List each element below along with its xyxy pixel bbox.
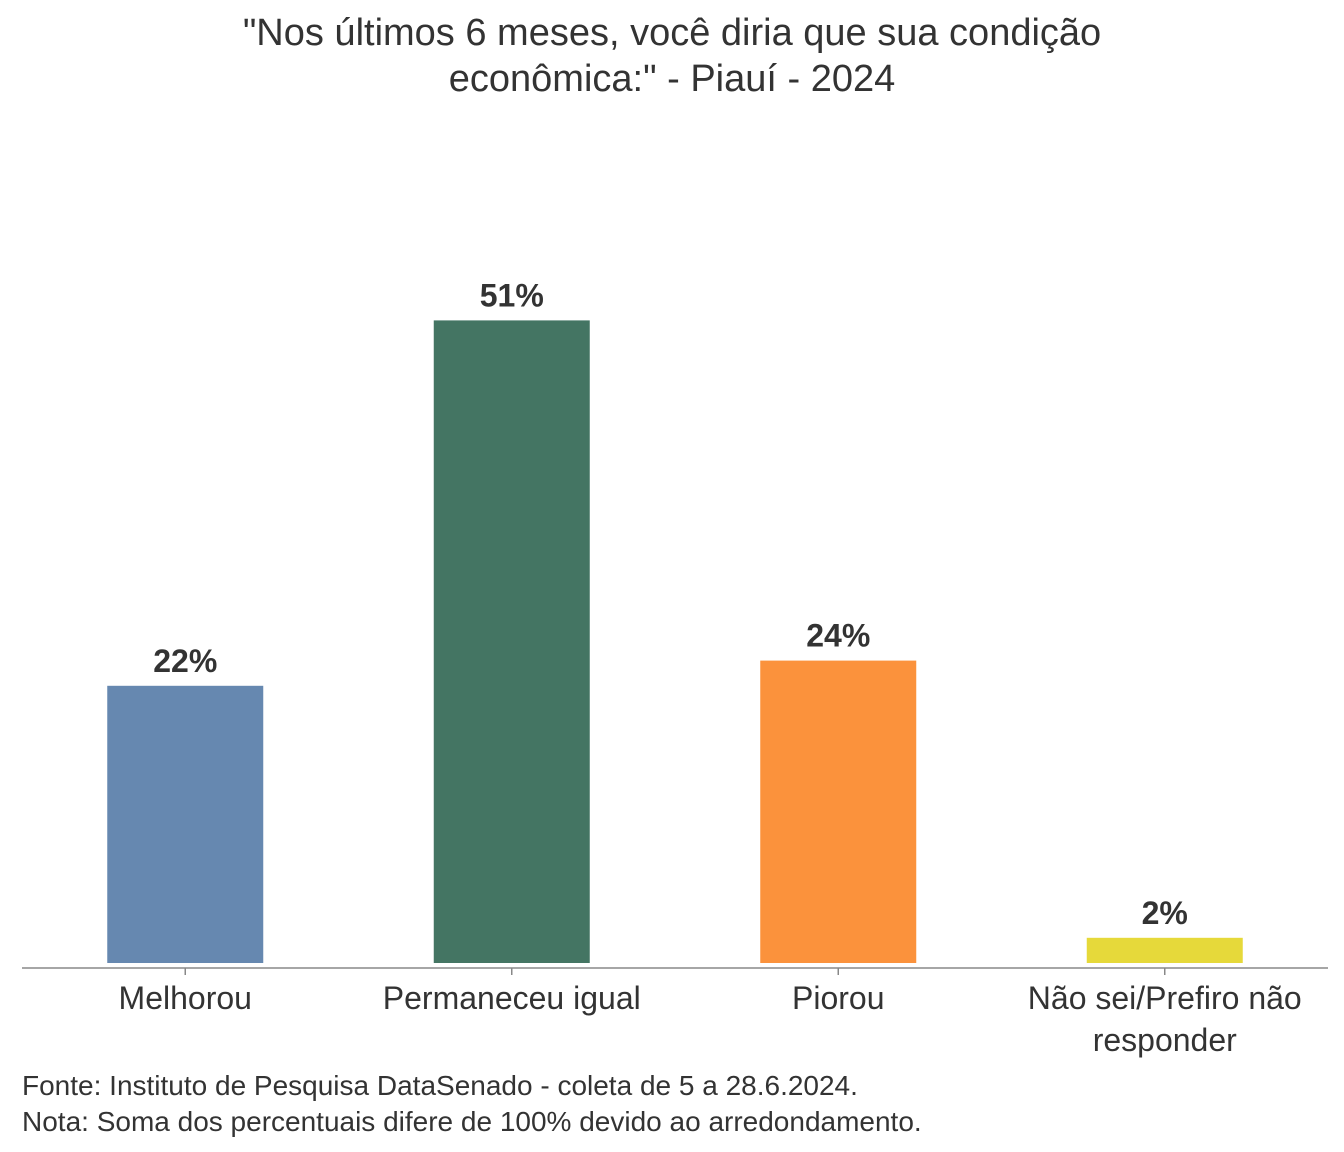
source-note: Fonte: Instituto de Pesquisa DataSenado … bbox=[22, 1070, 858, 1101]
value-label-1: 22% bbox=[153, 643, 217, 679]
value-label-3: 24% bbox=[806, 618, 870, 654]
category-label-1-line-1: Melhorou bbox=[119, 980, 252, 1016]
category-label-4-line-2: responder bbox=[1093, 1022, 1237, 1058]
bar-1 bbox=[107, 685, 264, 963]
category-label-3-line-1: Piorou bbox=[792, 980, 885, 1016]
chart-title: "Nos últimos 6 meses, você diria que sua… bbox=[0, 10, 1344, 102]
bar-4 bbox=[1086, 937, 1243, 963]
category-label-4-line-1: Não sei/Prefiro não bbox=[1028, 980, 1302, 1016]
value-label-2: 51% bbox=[480, 277, 544, 313]
bar-2 bbox=[433, 320, 590, 963]
chart-title-line-1: "Nos últimos 6 meses, você diria que sua… bbox=[242, 12, 1102, 54]
chart-title-line-2: econômica:" - Piauí - 2024 bbox=[448, 58, 896, 100]
rounding-note: Nota: Soma dos percentuais difere de 100… bbox=[22, 1106, 922, 1137]
value-label-4: 2% bbox=[1142, 895, 1188, 931]
category-label-2-line-1: Permaneceu igual bbox=[383, 980, 641, 1016]
bar-3 bbox=[760, 660, 917, 963]
chart-footer: Fonte: Instituto de Pesquisa DataSenado … bbox=[22, 1068, 922, 1140]
